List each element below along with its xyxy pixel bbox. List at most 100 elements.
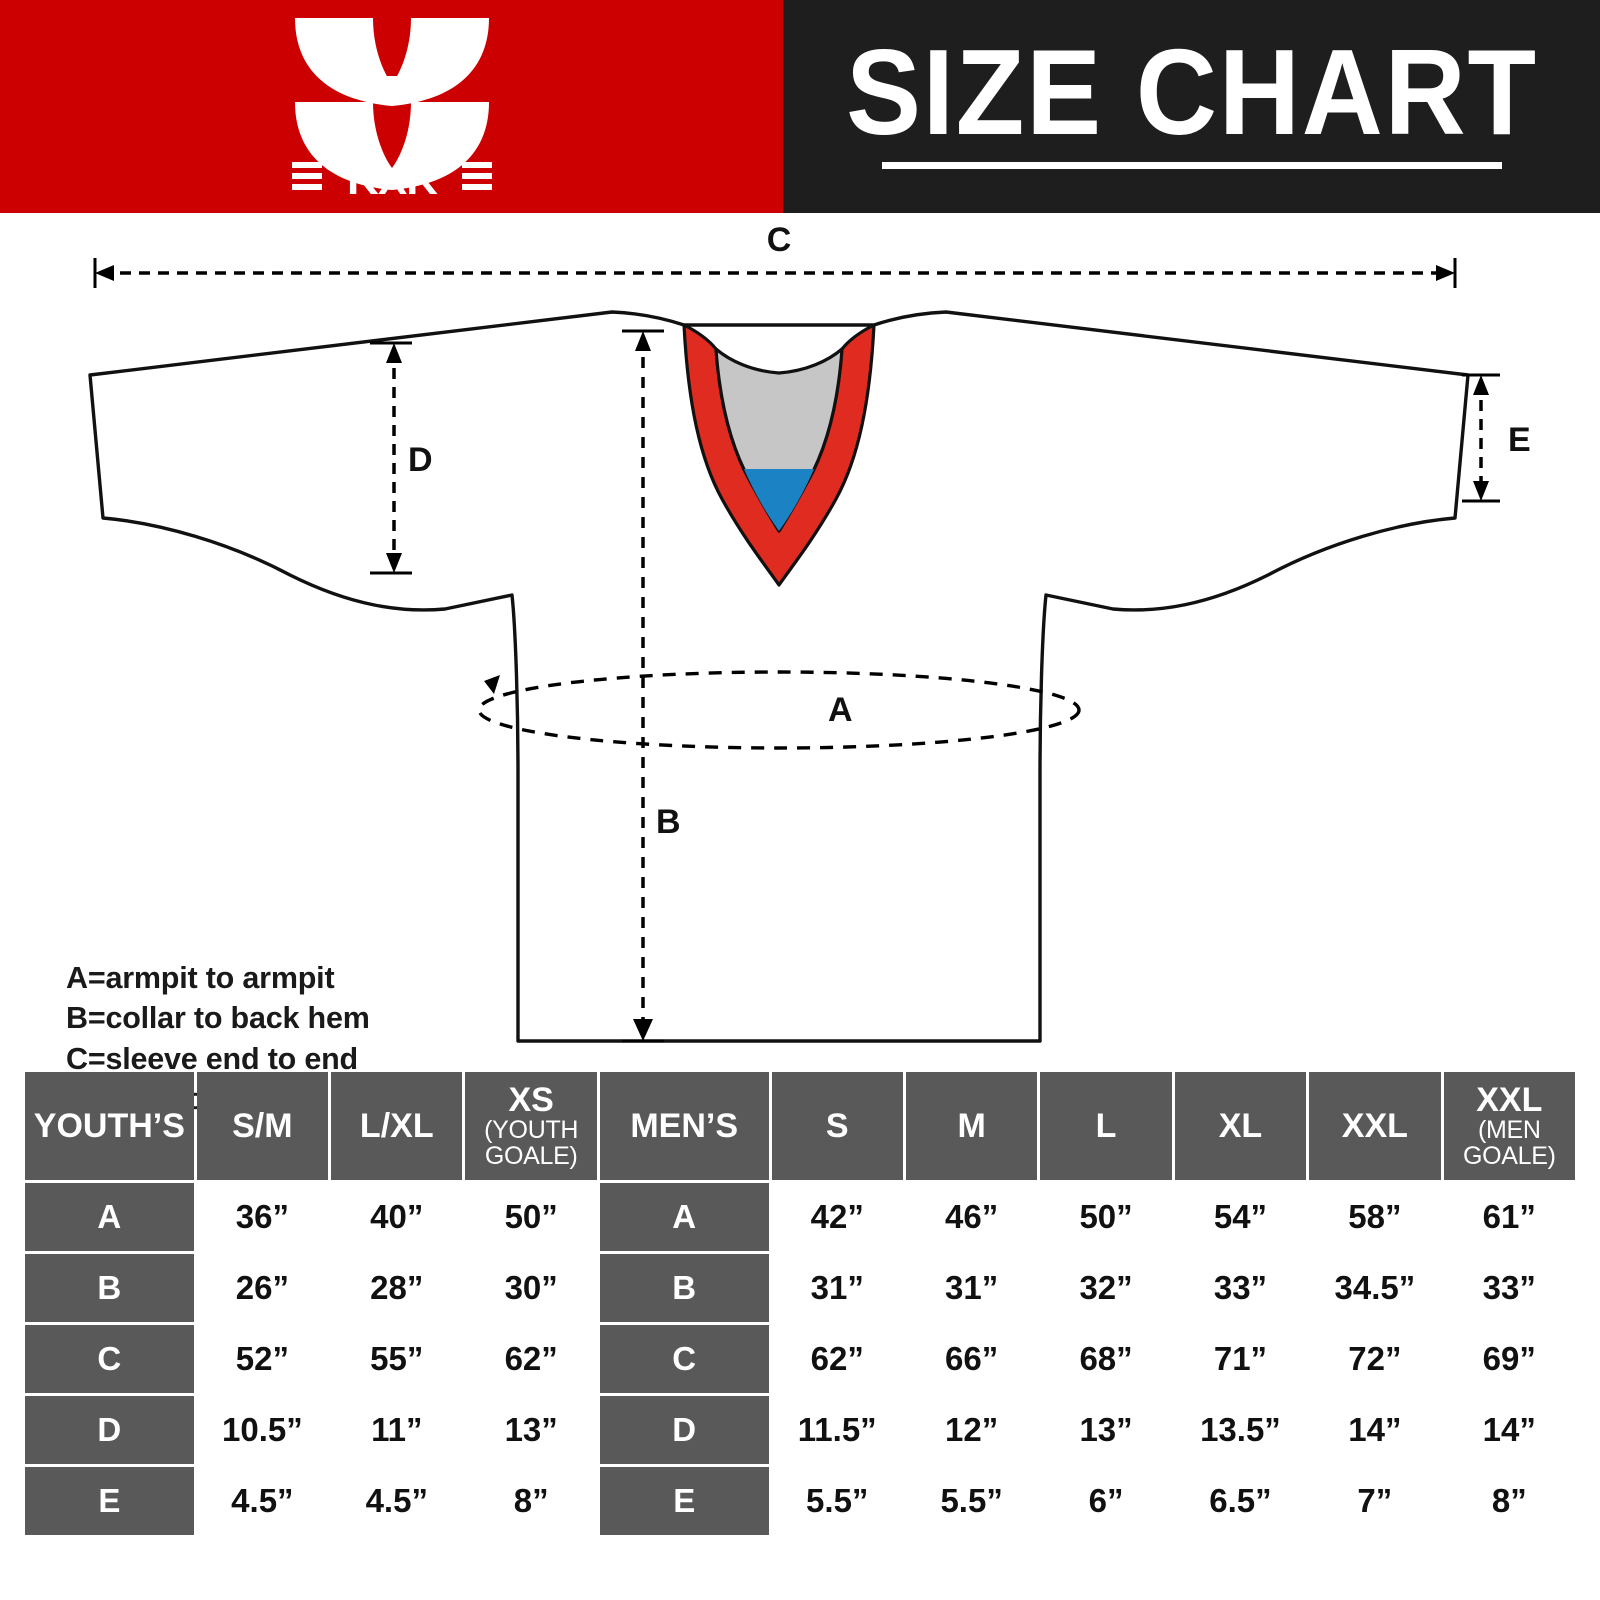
header-youth-goalie-main: XS	[508, 1081, 554, 1119]
dimension-e-label: E	[1508, 421, 1531, 459]
youth-row-label-c: C	[25, 1325, 194, 1393]
youth-c-sm: 52”	[196, 1325, 329, 1393]
mens-c-s: 62”	[771, 1325, 903, 1393]
mens-e-goalie: 8”	[1443, 1467, 1575, 1535]
youth-a-lxl: 40”	[331, 1183, 463, 1251]
mens-c-xxl: 72”	[1309, 1325, 1441, 1393]
size-table-wrap: YOUTH’S S/M L/XL XS (YOUTH GOALE) MEN’S …	[22, 1069, 1578, 1538]
dimension-d-label: D	[408, 441, 433, 479]
header-youth-goalie-sub: (YOUTH GOALE)	[484, 1116, 579, 1170]
header-mens: MEN’S	[599, 1072, 769, 1180]
youth-e-xs: 8”	[465, 1467, 597, 1535]
mens-a-m: 46”	[905, 1183, 1038, 1251]
table-row: C 52” 55” 62” C 62” 66” 68” 71” 72” 69”	[25, 1325, 1575, 1393]
header-mens-xl: XL	[1174, 1072, 1307, 1180]
mens-c-m: 66”	[905, 1325, 1038, 1393]
header-youth-lxl: L/XL	[331, 1072, 463, 1180]
mens-a-l: 50”	[1040, 1183, 1172, 1251]
dimension-c-label: C	[767, 221, 792, 259]
mens-e-s: 5.5”	[771, 1467, 903, 1535]
table-header-row: YOUTH’S S/M L/XL XS (YOUTH GOALE) MEN’S …	[25, 1072, 1575, 1180]
mens-b-goalie: 33”	[1443, 1254, 1575, 1322]
jersey-outline	[88, 310, 1470, 1043]
youth-row-label-a: A	[25, 1183, 194, 1251]
youth-row-label-e: E	[25, 1467, 194, 1535]
mens-d-m: 12”	[905, 1396, 1038, 1464]
page-header: KXK SIZE CHART	[0, 0, 1600, 213]
dimension-e	[1462, 373, 1500, 503]
header-youth-goalie: XS (YOUTH GOALE)	[465, 1072, 597, 1180]
title-panel: SIZE CHART	[783, 0, 1600, 213]
header-mens-s: S	[771, 1072, 903, 1180]
mens-row-label-d: D	[599, 1396, 769, 1464]
dimension-c	[93, 258, 1457, 288]
header-mens-goalie-sub: (MEN GOALE)	[1462, 1116, 1556, 1170]
mens-row-label-a: A	[599, 1183, 769, 1251]
dimension-a-label: A	[828, 691, 853, 729]
size-table: YOUTH’S S/M L/XL XS (YOUTH GOALE) MEN’S …	[22, 1069, 1578, 1538]
mens-a-xxl: 58”	[1309, 1183, 1441, 1251]
youth-c-xs: 62”	[465, 1325, 597, 1393]
youth-a-xs: 50”	[465, 1183, 597, 1251]
youth-d-lxl: 11”	[331, 1396, 463, 1464]
legend-line-a: A=armpit to armpit	[66, 961, 335, 995]
mens-row-label-c: C	[599, 1325, 769, 1393]
dimension-b	[622, 329, 664, 1043]
jersey-illustration: C D	[88, 221, 1531, 1043]
legend-line-c: C=sleeve end to end	[66, 1041, 358, 1076]
mens-a-goalie: 61”	[1443, 1183, 1575, 1251]
dimension-b-label: B	[656, 803, 681, 841]
page-title: SIZE CHART	[845, 23, 1538, 160]
mens-d-xl: 13.5”	[1174, 1396, 1307, 1464]
kxk-logo: KXK	[287, 14, 497, 204]
kxk-logo-icon: KXK	[291, 18, 492, 204]
mens-b-s: 31”	[771, 1254, 903, 1322]
table-row: B 26” 28” 30” B 31” 31” 32” 33” 34.5” 33…	[25, 1254, 1575, 1322]
mens-b-l: 32”	[1040, 1254, 1172, 1322]
mens-e-xxl: 7”	[1309, 1467, 1441, 1535]
mens-d-s: 11.5”	[771, 1396, 903, 1464]
header-mens-m: M	[905, 1072, 1038, 1180]
youth-row-label-b: B	[25, 1254, 194, 1322]
youth-c-lxl: 55”	[331, 1325, 463, 1393]
legend-line-b: B=collar to back hem	[66, 1001, 370, 1036]
youth-b-lxl: 28”	[331, 1254, 463, 1322]
jersey-diagram: C D	[0, 213, 1600, 1156]
mens-c-l: 68”	[1040, 1325, 1172, 1393]
header-mens-xxl: XXL	[1309, 1072, 1441, 1180]
mens-a-s: 42”	[771, 1183, 903, 1251]
brand-panel: KXK	[0, 0, 783, 213]
youth-b-sm: 26”	[196, 1254, 329, 1322]
youth-e-sm: 4.5”	[196, 1467, 329, 1535]
header-mens-l: L	[1040, 1072, 1172, 1180]
dimension-a	[477, 670, 1081, 750]
youth-e-lxl: 4.5”	[331, 1467, 463, 1535]
youth-d-sm: 10.5”	[196, 1396, 329, 1464]
mens-e-l: 6”	[1040, 1467, 1172, 1535]
svg-text:KXK: KXK	[347, 155, 438, 199]
mens-row-label-e: E	[599, 1467, 769, 1535]
table-row: E 4.5” 4.5” 8” E 5.5” 5.5” 6” 6.5” 7” 8”	[25, 1467, 1575, 1535]
header-mens-goalie: XXL (MEN GOALE)	[1443, 1072, 1575, 1180]
jersey-collar	[682, 323, 876, 587]
youth-d-xs: 13”	[465, 1396, 597, 1464]
header-youths: YOUTH’S	[25, 1072, 194, 1180]
mens-row-label-b: B	[599, 1254, 769, 1322]
mens-e-m: 5.5”	[905, 1467, 1038, 1535]
youth-b-xs: 30”	[465, 1254, 597, 1322]
youth-row-label-d: D	[25, 1396, 194, 1464]
header-mens-goalie-main: XXL	[1476, 1081, 1543, 1119]
mens-d-l: 13”	[1040, 1396, 1172, 1464]
mens-c-goalie: 69”	[1443, 1325, 1575, 1393]
mens-d-xxl: 14”	[1309, 1396, 1441, 1464]
youth-a-sm: 36”	[196, 1183, 329, 1251]
mens-b-xxl: 34.5”	[1309, 1254, 1441, 1322]
header-youth-sm: S/M	[196, 1072, 329, 1180]
table-row: A 36” 40” 50” A 42” 46” 50” 54” 58” 61”	[25, 1183, 1575, 1251]
mens-a-xl: 54”	[1174, 1183, 1307, 1251]
table-row: D 10.5” 11” 13” D 11.5” 12” 13” 13.5” 14…	[25, 1396, 1575, 1464]
mens-c-xl: 71”	[1174, 1325, 1307, 1393]
title-underline	[881, 162, 1502, 170]
mens-e-xl: 6.5”	[1174, 1467, 1307, 1535]
